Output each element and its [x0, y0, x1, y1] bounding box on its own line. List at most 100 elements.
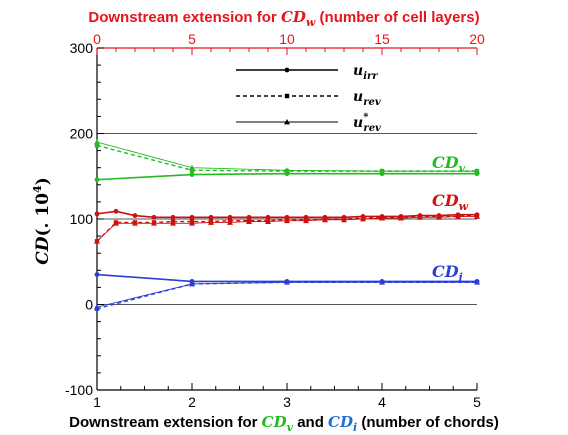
y-tick-label-0: 0: [85, 297, 93, 313]
bottom-title-suffix: (number of chords): [357, 414, 499, 431]
bottom-title-symbol-1: CD: [262, 413, 287, 431]
data-point-CDw-solid-3: [151, 214, 157, 220]
data-point-CDw-solid-1: [113, 208, 119, 214]
data-point-CDw-thin-14: [360, 216, 366, 222]
x-top-tick-label-10: 10: [279, 31, 295, 47]
data-point-CDi-thin-1: [189, 280, 195, 287]
top-title-prefix: Downstream extension for: [88, 9, 281, 26]
data-point-CDw-solid-5: [189, 214, 195, 220]
y-tick-label--100: -100: [65, 382, 93, 398]
annotation-cdi: CDi: [432, 262, 463, 284]
series-line-CDv-dashed: [96, 144, 477, 172]
annotation-cdw-subscript: w: [459, 200, 469, 213]
series-CDi-thin: [94, 279, 480, 310]
top-axis-title: Downstream extension for CDw (number of …: [88, 8, 479, 29]
data-point-CDw-thin-5: [189, 220, 195, 226]
x-bottom-tick-label-2: 2: [188, 394, 196, 410]
series-line-CDi-dashed: [96, 281, 477, 310]
x-top-tick-label-0: 0: [93, 31, 101, 47]
series-CDi-dashed: [94, 280, 480, 311]
y-tick-label-100: 100: [70, 211, 94, 227]
data-point-CDw-solid-6: [208, 214, 214, 220]
data-point-CDv-dashed-0: [94, 143, 100, 148]
top-title-symbol: CD: [281, 8, 306, 26]
series-line-CDi-thin: [96, 281, 477, 308]
annotation-cdv-symbol: CD: [432, 153, 459, 172]
series-group: [94, 139, 480, 311]
x-bottom-tick-label-3: 3: [283, 394, 291, 410]
legend-label-0: uirr: [353, 63, 378, 82]
data-point-CDv-thin-2: [284, 167, 290, 173]
data-point-CDv-thin-0: [94, 139, 100, 145]
data-point-CDv-solid-1: [189, 172, 195, 177]
legend-label-2: u* rev: [353, 112, 381, 134]
annotation-cdi-symbol: CD: [432, 262, 459, 281]
legend-entry-1: urev: [236, 89, 381, 108]
legend: uirr urev u* rev: [236, 63, 381, 134]
data-point-CDi-thin-0: [94, 304, 100, 310]
bottom-title-subscript-2: i: [353, 421, 357, 434]
data-point-CDw-thin-0: [94, 238, 100, 244]
y-tick-label-200: 200: [70, 126, 94, 142]
annotation-cdv-subscript: v: [459, 162, 466, 175]
y-label-close: ): [33, 177, 53, 185]
data-point-CDi-solid-0: [94, 272, 100, 277]
data-point-CDw-thin-12: [322, 216, 328, 223]
data-point-CDw-thin-9: [265, 218, 271, 224]
legend-entry-2: u* rev: [236, 112, 381, 134]
top-title-subscript: w: [306, 16, 316, 29]
annotation-cdi-subscript: i: [459, 271, 463, 284]
data-point-CDw-thin-19: [455, 213, 461, 219]
data-point-CDw-solid-2: [132, 213, 138, 218]
legend-label-1: urev: [353, 89, 381, 108]
data-point-CDw-thin-20: [474, 213, 480, 219]
data-point-CDw-solid-0: [94, 211, 100, 217]
ticks: 1 2 3 4 5 0 5 10 15 20 -100 0 100 200 300: [65, 31, 485, 410]
bottom-title-mid: and: [293, 414, 328, 431]
annotation-cdv: CDv: [432, 153, 466, 175]
bottom-title-symbol-2: CD: [328, 413, 353, 431]
x-top-tick-label-20: 20: [469, 31, 485, 47]
y-label-suffix: (. 10: [33, 193, 53, 237]
series-CDw-thin: [94, 213, 480, 244]
data-point-CDv-thin-3: [379, 168, 385, 174]
legend-marker-1: [284, 93, 290, 99]
data-point-CDw-thin-11: [303, 217, 309, 224]
data-point-CDw-thin-4: [170, 220, 176, 226]
x-bottom-tick-label-1: 1: [93, 394, 101, 410]
top-title-suffix: (number of cell layers): [315, 9, 479, 26]
series-line-CDv-thin: [96, 141, 477, 172]
y-axis-label: CD(. 104): [31, 177, 53, 265]
data-point-CDw-thin-6: [208, 219, 214, 225]
data-point-CDw-thin-17: [417, 214, 423, 220]
data-point-CDw-thin-2: [132, 220, 138, 226]
data-point-CDw-thin-10: [284, 217, 290, 224]
data-point-CDi-thin-3: [379, 279, 385, 285]
data-point-CDi-thin-2: [284, 279, 290, 285]
data-point-CDw-thin-1: [113, 220, 119, 226]
data-point-CDw-thin-16: [398, 215, 404, 221]
x-bottom-tick-label-5: 5: [473, 394, 481, 410]
legend-marker-0: [284, 67, 290, 73]
bottom-title-subscript-1: v: [287, 421, 294, 434]
legend-marker-2: [284, 119, 290, 125]
y-tick-label-300: 300: [70, 40, 94, 56]
data-point-CDw-thin-15: [379, 215, 385, 221]
y-label-exponent: 4: [31, 185, 44, 193]
data-point-CDw-thin-3: [151, 220, 157, 226]
annotation-cdw: CDw: [432, 191, 469, 213]
data-point-CDi-thin-4: [474, 279, 480, 285]
data-point-CDw-solid-7: [227, 214, 233, 220]
legend-entry-0: uirr: [236, 63, 378, 82]
annotation-cdw-symbol: CD: [432, 191, 459, 210]
data-point-CDv-solid-0: [94, 177, 100, 183]
x-top-tick-label-5: 5: [188, 31, 196, 47]
data-point-CDw-thin-18: [436, 214, 442, 220]
data-point-CDw-solid-8: [246, 214, 252, 220]
data-point-CDw-thin-13: [341, 216, 347, 223]
data-point-CDv-thin-4: [474, 168, 480, 174]
bottom-title-prefix: Downstream extension for: [69, 414, 262, 431]
bottom-axis-title: Downstream extension for CDv and CDi (nu…: [69, 413, 499, 434]
data-point-CDv-dashed-1: [189, 168, 195, 173]
